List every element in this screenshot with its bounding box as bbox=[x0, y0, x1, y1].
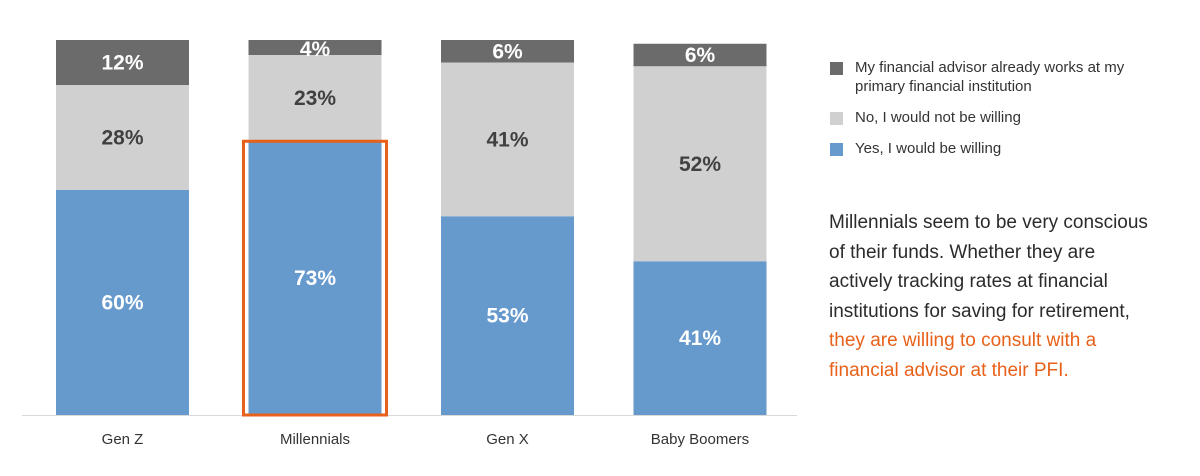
data-label-baby-boomers-2: 6% bbox=[685, 44, 716, 67]
legend-swatch-light-gray bbox=[830, 112, 843, 125]
x-tick-label-millennials: Millennials bbox=[280, 431, 350, 448]
chart-legend: My financial advisor already works at my… bbox=[830, 58, 1150, 170]
data-label-gen-x-0: 53% bbox=[486, 305, 528, 328]
data-label-gen-z-1: 28% bbox=[101, 127, 143, 150]
data-label-baby-boomers-1: 52% bbox=[679, 153, 721, 176]
legend-item-already-works: My financial advisor already works at my… bbox=[830, 58, 1150, 96]
bar-segment-gen-x-2 bbox=[441, 40, 574, 63]
legend-item-not-willing: No, I would not be willing bbox=[830, 108, 1150, 127]
legend-label: My financial advisor already works at my… bbox=[855, 59, 1125, 95]
data-label-millennials-0: 73% bbox=[294, 267, 336, 290]
x-tick-label-gen-x: Gen X bbox=[486, 431, 529, 448]
data-label-gen-x-1: 41% bbox=[486, 128, 528, 151]
x-tick-label-baby-boomers: Baby Boomers bbox=[651, 431, 749, 448]
x-tick-label-gen-z: Gen Z bbox=[102, 431, 144, 448]
data-label-gen-x-2: 6% bbox=[492, 40, 523, 63]
commentary-text: Millennials seem to be very conscious of… bbox=[829, 208, 1149, 385]
legend-swatch-blue bbox=[830, 143, 843, 156]
bar-segment-baby-boomers-2 bbox=[633, 43, 767, 67]
highlight-box-millennials bbox=[242, 139, 388, 417]
bar-segment-baby-boomers-1 bbox=[633, 66, 767, 262]
legend-label: No, I would not be willing bbox=[855, 109, 1021, 126]
data-label-baby-boomers-0: 41% bbox=[679, 327, 721, 350]
legend-swatch-dark-gray bbox=[830, 62, 843, 75]
bar-segment-millennials-2 bbox=[248, 40, 382, 55]
data-label-gen-z-0: 60% bbox=[101, 292, 143, 315]
bar-segment-gen-x-1 bbox=[441, 62, 574, 217]
bar-segment-gen-z-2 bbox=[56, 40, 189, 85]
data-label-gen-z-2: 12% bbox=[101, 52, 143, 75]
bar-segment-gen-z-1 bbox=[56, 85, 189, 190]
legend-label: Yes, I would be willing bbox=[855, 140, 1002, 157]
bar-segment-gen-z-0 bbox=[56, 190, 189, 415]
bar-segment-gen-x-0 bbox=[441, 216, 574, 415]
legend-item-willing: Yes, I would be willing bbox=[830, 139, 1150, 158]
bar-segment-millennials-0 bbox=[248, 141, 382, 415]
stacked-bar-chart: 60% 28% 12% Gen Z 73% 23% 4% Millennials 53% 41% 6… bbox=[22, 38, 797, 448]
commentary-highlight: they are willing to consult with a finan… bbox=[829, 330, 1097, 381]
bar-segment-millennials-1 bbox=[248, 55, 382, 142]
data-label-millennials-1: 23% bbox=[294, 87, 336, 110]
commentary-plain: Millennials seem to be very conscious of… bbox=[829, 212, 1148, 322]
bar-segment-baby-boomers-0 bbox=[633, 261, 767, 415]
data-label-millennials-2: 4% bbox=[300, 38, 331, 61]
